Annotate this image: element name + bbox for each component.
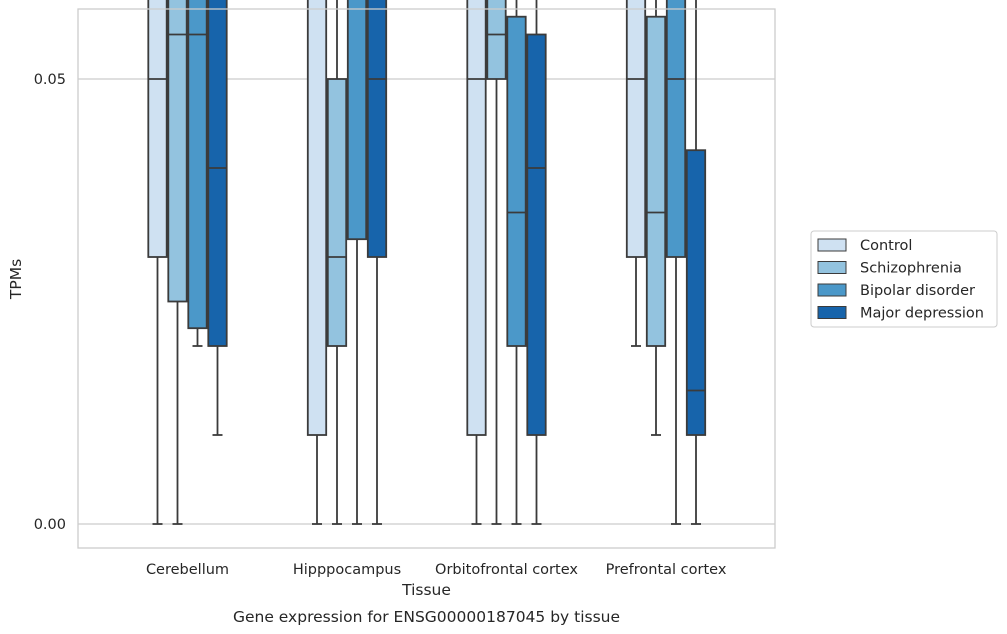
box-control-prefrontal-cortex bbox=[625, 0, 647, 347]
box-iqr bbox=[366, 0, 388, 258]
box-iqr bbox=[685, 149, 707, 436]
box-major-depression-cerebellum bbox=[207, 0, 228, 436]
box-iqr bbox=[466, 0, 487, 436]
legend: Control Schizophrenia Bipolar disorder Majo… bbox=[810, 230, 998, 328]
box-iqr bbox=[326, 78, 348, 347]
box-iqr bbox=[665, 0, 687, 258]
plot-frame bbox=[77, 8, 776, 549]
legend-label: Bipolar disorder bbox=[860, 283, 975, 299]
box-schizophrenia-hipppocampus bbox=[326, 0, 348, 525]
box-schizophrenia-prefrontal-cortex bbox=[645, 0, 667, 436]
chart-caption: Gene expression for ENSG00000187045 by t… bbox=[233, 608, 620, 626]
legend-frame bbox=[810, 230, 998, 328]
box-iqr bbox=[346, 0, 368, 241]
x-axis-title: Tissue bbox=[401, 581, 451, 599]
legend-swatch bbox=[817, 238, 847, 252]
box-iqr bbox=[306, 0, 328, 436]
box-iqr bbox=[207, 0, 228, 347]
box-schizophrenia-orbitofrontal-cortex bbox=[486, 0, 507, 525]
y-axis-ticks: 0.000.050.100.150.200.250.30 bbox=[34, 72, 66, 533]
box-bipolar-disorder-prefrontal-cortex bbox=[665, 0, 687, 525]
box-bipolar-disorder-hipppocampus bbox=[346, 0, 368, 525]
x-tick-label: Orbitofrontal cortex bbox=[435, 562, 578, 578]
box-iqr bbox=[526, 33, 547, 436]
y-tick-label: 0.00 bbox=[34, 517, 66, 533]
legend-swatch bbox=[817, 261, 847, 274]
box-iqr bbox=[167, 0, 188, 303]
box-control-cerebellum bbox=[147, 0, 168, 525]
box-major-depression-orbitofrontal-cortex bbox=[526, 0, 547, 525]
box-iqr bbox=[187, 0, 208, 330]
box-plot-area bbox=[147, 0, 707, 525]
box-control-hipppocampus bbox=[306, 0, 328, 525]
legend-swatch bbox=[817, 283, 847, 297]
box-control-orbitofrontal-cortex bbox=[466, 0, 487, 525]
box-iqr bbox=[486, 0, 507, 80]
x-axis-ticks: Cerebellum Hipppocampus Orbitofrontal cort… bbox=[146, 562, 727, 578]
box-iqr bbox=[506, 15, 527, 347]
box-schizophrenia-cerebellum bbox=[167, 0, 188, 525]
box-major-depression-prefrontal-cortex bbox=[685, 0, 707, 525]
legend-swatch bbox=[817, 306, 847, 319]
box-bipolar-disorder-orbitofrontal-cortex bbox=[506, 0, 527, 525]
box-iqr bbox=[645, 15, 667, 347]
box-iqr bbox=[147, 0, 168, 258]
legend-label: Schizophrenia bbox=[860, 261, 962, 277]
y-tick-label: 0.05 bbox=[34, 72, 66, 88]
x-tick-label: Cerebellum bbox=[146, 562, 229, 578]
x-tick-label: Hipppocampus bbox=[293, 562, 401, 578]
box-iqr bbox=[625, 0, 647, 258]
box-bipolar-disorder-cerebellum bbox=[187, 0, 208, 347]
box-major-depression-hipppocampus bbox=[366, 0, 388, 525]
legend-label: Control bbox=[860, 238, 912, 254]
y-axis-title: TPMs bbox=[7, 259, 25, 300]
x-tick-label: Prefrontal cortex bbox=[606, 562, 727, 578]
legend-label: Major depression bbox=[860, 306, 984, 322]
